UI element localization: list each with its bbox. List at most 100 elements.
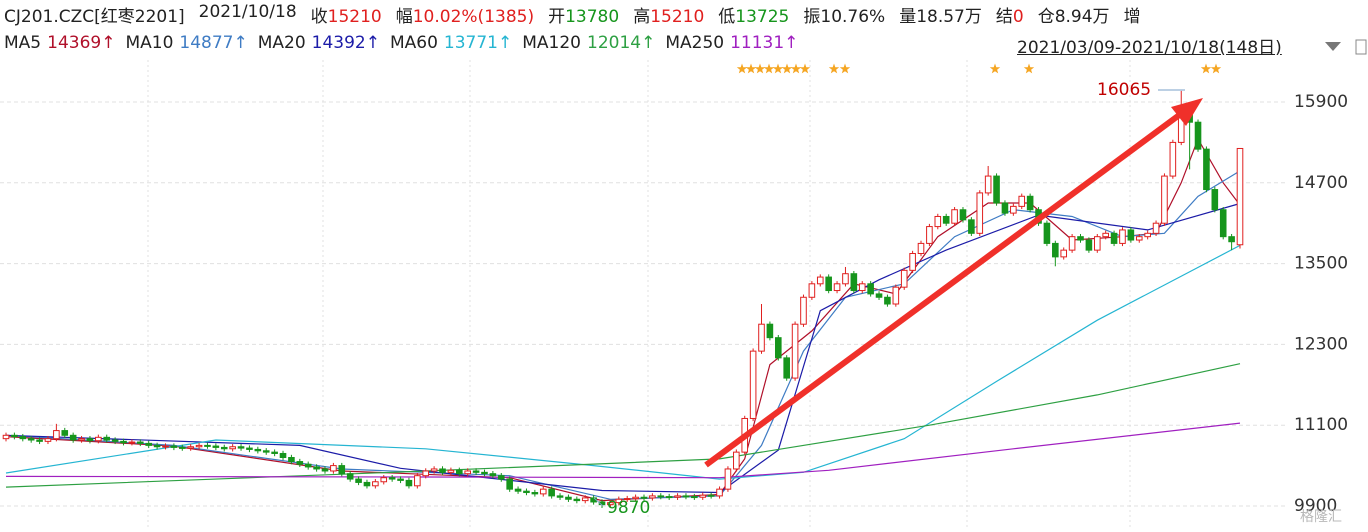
quote-value: 0 [1012,7,1024,27]
candle-body [875,293,883,298]
candle-body [1052,242,1059,258]
candle-body [464,470,472,475]
legend-name: MA120 [522,33,581,53]
candle-body [338,465,346,475]
candle-body [1010,205,1017,214]
quote-item: 高15210 [633,2,704,27]
candle-body [237,446,245,449]
candle-body [1161,175,1168,224]
candle-body [422,470,430,477]
signal-star [790,63,802,74]
candle-body [1102,232,1109,238]
candle-body [951,209,958,224]
candle-body [665,496,673,499]
candle-body [900,269,908,288]
quote-item: 收15210 [311,2,382,27]
legend-name: MA5 [4,33,42,53]
candle-body [716,488,723,497]
candle-body [926,226,933,244]
candle-body [842,273,849,285]
legend-item: MA60 13771↑ [390,33,512,53]
candle-body [674,495,681,498]
candle-body [909,253,916,271]
candle-body [137,441,144,444]
signal-star [989,63,1001,74]
quote-item: 幅10.02%(1385) [396,2,534,27]
settings-icon[interactable] [1355,39,1367,55]
signal-star [763,63,775,74]
candle-body [1119,229,1126,244]
legend-item: MA5 14369↑ [4,33,115,53]
quote-label: 高 [633,7,651,27]
candle-body [95,436,102,442]
quote-item: 仓8.94万 [1038,2,1110,27]
candle-body [573,498,581,502]
quote-item: 结0 [996,2,1024,27]
candle-body [497,475,505,480]
quote-label: 收 [310,7,328,27]
candle-body [254,448,262,452]
candle-body [1236,147,1244,246]
candle-body [103,436,111,441]
candle-body [917,242,925,255]
candle-body [279,452,287,459]
candle-body [850,273,858,292]
signal-star [772,63,784,74]
candle-body [86,438,94,442]
signal-star [745,63,757,74]
candle-body [615,498,623,504]
candle-body [539,488,547,495]
candle-body [884,296,891,305]
candle-body [178,446,186,449]
candle-body [170,445,178,448]
instrument: CJ201.CZC[红枣2201] [4,7,185,27]
legend-value: 14392↑ [311,33,380,53]
candle-body [414,475,421,487]
dropdown-icon[interactable] [1325,42,1341,51]
legend-name: MA10 [125,33,174,53]
trend-arrow [704,110,1184,468]
candle-body [456,469,463,475]
candle-body [766,323,774,339]
candle-body [321,468,329,472]
date-range[interactable]: 2021/03/09-2021/10/18(148日) [1017,38,1282,58]
signal-star [839,63,851,74]
candle-body [548,488,555,497]
quote-value: 8.94万 [1054,7,1110,27]
quote-item: 开13780 [548,2,619,27]
candle-body [1077,236,1084,241]
quote-label: 增 [1123,7,1141,27]
candle-body [749,350,757,419]
y-tick-label: 13500 [1294,254,1348,274]
legend-item: MA10 14877↑ [125,33,247,53]
candle-body [363,481,371,487]
signal-star [1200,63,1212,74]
quote-header: CJ201.CZC[红枣2201] 2021/10/18 收15210 幅10.02%… [4,2,1141,27]
signal-star [1210,63,1222,74]
legend-value: 13771↑ [443,33,513,53]
candle-body [1152,222,1160,234]
signal-star [799,63,811,74]
candle-body [699,494,707,498]
ma-line [5,363,1241,488]
candle-body [774,337,782,359]
candle-body [1219,209,1227,238]
candle-body [1110,232,1118,244]
legend-value: 14369↑ [47,33,116,53]
candle-body [523,490,530,494]
candle-body [246,447,253,450]
candle-body [397,478,404,481]
ma-line [5,244,1241,480]
candle-body [632,496,639,500]
quote-label: 开 [548,7,566,27]
candle-body [1194,121,1202,150]
candle-body [934,215,942,228]
candle-body [1093,236,1101,251]
candle-body [556,495,564,498]
quote-label: 结 [995,7,1013,27]
candle-body [153,444,161,448]
legend-value: 14877↑ [179,33,248,53]
candle-body [372,481,379,487]
quote-item: 增 [1124,2,1141,27]
